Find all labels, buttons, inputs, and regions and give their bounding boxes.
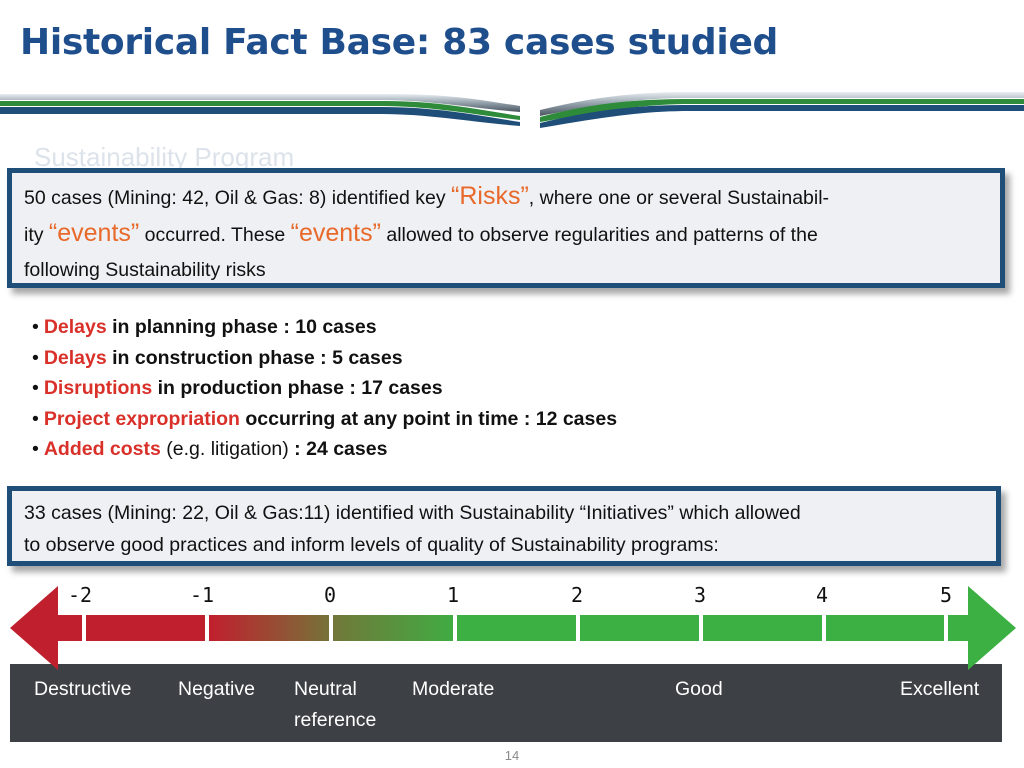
label-neutral: Neutral reference (294, 678, 377, 731)
risks-text: allowed to observe regularities and patt… (380, 224, 818, 246)
scale-number: 4 (815, 583, 829, 607)
scale-number: 3 (693, 583, 707, 607)
risks-text: following Sustainability risks (24, 259, 266, 281)
risks-text: , where one or several Sustainabil- (528, 187, 830, 209)
scale-number: 0 (323, 583, 337, 607)
quality-scale (10, 586, 1016, 742)
list-item: • Disruptions in production phase : 17 ca… (32, 377, 443, 400)
scale-bar (10, 586, 1016, 670)
list-item: • Delays in construction phase : 5 cases (32, 346, 403, 369)
risks-box: 50 cases (Mining: 42, Oil & Gas: 8) iden… (7, 168, 1005, 288)
events-highlight: “events” (48, 219, 140, 247)
list-item: • Delays in planning phase : 10 cases (32, 316, 377, 338)
initiatives-text: 33 cases (Mining: 22, Oil & Gas:11) iden… (24, 502, 801, 524)
scale-number: 1 (446, 583, 460, 607)
list-item: • Added costs (e.g. litigation) : 24 case… (32, 438, 388, 461)
page-number: 14 (504, 748, 520, 763)
risks-text: 50 cases (Mining: 42, Oil & Gas: 8) iden… (24, 187, 452, 209)
scale-number: 5 (939, 583, 953, 607)
label-negative: Negative (178, 678, 255, 700)
page-title: Historical Fact Base: 83 cases studied (20, 22, 779, 63)
risk-list: • Delays in planning phase : 10 cases • De… (32, 312, 617, 465)
label-destructive: Destructive (34, 678, 132, 700)
initiatives-box: 33 cases (Mining: 22, Oil & Gas:11) iden… (7, 486, 1001, 566)
scale-number: 2 (570, 583, 584, 607)
risks-text: ity (24, 224, 49, 246)
scale-number: -2 (67, 583, 93, 607)
label-excellent: Excellent (900, 678, 980, 700)
initiatives-text: to observe good practices and inform lev… (24, 534, 719, 556)
label-good: Good (675, 678, 723, 700)
ghost-subtitle: Sustainability Program (34, 142, 295, 172)
label-band (10, 664, 1002, 742)
risks-highlight: “Risks” (451, 182, 529, 210)
decorative-ribbon (0, 92, 1024, 128)
scale-number: -1 (189, 583, 215, 607)
label-moderate: Moderate (412, 678, 495, 700)
risks-text: occurred. These (139, 224, 291, 246)
list-item: • Project expropriation occurring at any … (32, 407, 618, 430)
events-highlight: “events” (290, 219, 381, 247)
